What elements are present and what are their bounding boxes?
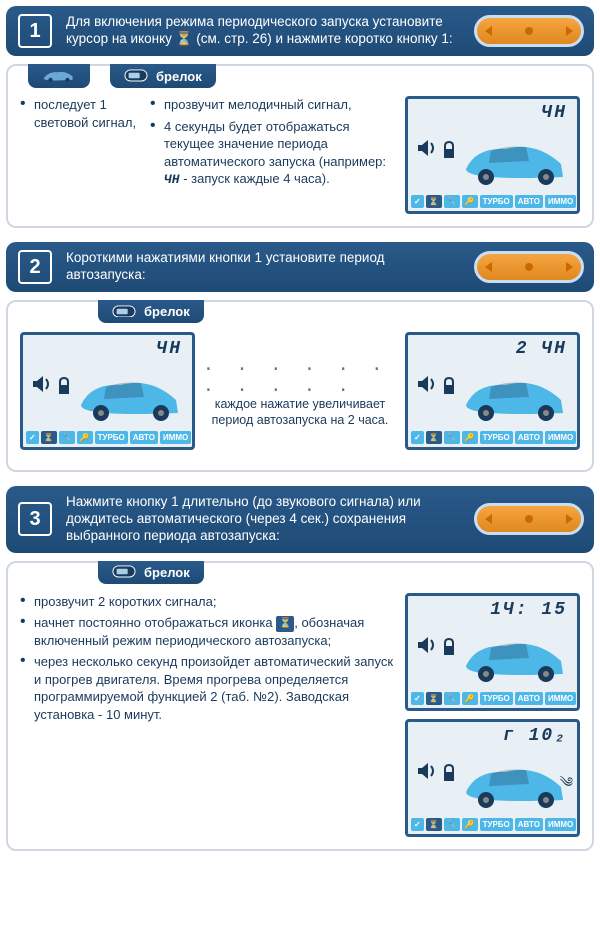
lcd2a-tags: ✓ ⏳ 🔧 🔑 ТУРБО АВТО ИММО bbox=[26, 431, 189, 444]
step2-lcd-row: ЧН ✓ ⏳ 🔧 🔑 ТУРБО АВТО ИММО . . . . . . .… bbox=[20, 332, 580, 450]
remote-button-icon bbox=[474, 503, 584, 535]
lcd-car-icon bbox=[461, 626, 571, 686]
step1-right-b1: прозвучит мелодичный сигнал, bbox=[150, 96, 393, 114]
dot-icon bbox=[525, 263, 533, 271]
fob-tab: брелок bbox=[98, 300, 204, 323]
triangle-left-icon bbox=[485, 26, 492, 36]
step1-number: 1 bbox=[18, 14, 52, 48]
remote-button-icon bbox=[474, 15, 584, 47]
exhaust-smoke-icon: ༄ bbox=[560, 766, 573, 806]
step2-middle-text: каждое нажатие увеличивает период автоза… bbox=[203, 396, 397, 429]
step2-tabs: брелок bbox=[98, 300, 204, 323]
lcd-display-3b: г 10₂ ༄ ✓ ⏳ 🔧 🔑 ТУРБО АВТО ИММО bbox=[405, 719, 580, 837]
lock-icon bbox=[57, 377, 71, 395]
triangle-right-icon bbox=[566, 514, 573, 524]
lock-icon bbox=[442, 377, 456, 395]
lock-icon bbox=[442, 638, 456, 656]
speaker-icon bbox=[31, 373, 53, 395]
hourglass-icon: ⏳ bbox=[276, 616, 294, 632]
fob-tab-label: брелок bbox=[144, 565, 190, 580]
lcd-display-2a: ЧН ✓ ⏳ 🔧 🔑 ТУРБО АВТО ИММО bbox=[20, 332, 195, 450]
step1-left-bullet: последует 1 световой сигнал, bbox=[20, 96, 140, 131]
lcd2b-value: 2 ЧН bbox=[516, 339, 567, 359]
step2-number: 2 bbox=[18, 250, 52, 284]
fob-tab: брелок bbox=[110, 64, 216, 88]
step1-right-b2: 4 секунды будет отображаться текущее зна… bbox=[150, 118, 393, 189]
lcd3b-tags: ✓ ⏳ 🔧 🔑 ТУРБО АВТО ИММО bbox=[411, 818, 574, 831]
fob-tab: брелок bbox=[98, 561, 204, 584]
lcd3a-tags: ✓ ⏳ 🔧 🔑 ТУРБО АВТО ИММО bbox=[411, 692, 574, 705]
arrow-dots: . . . . . . . . . . . каждое нажатие уве… bbox=[203, 354, 397, 429]
step1-header: 1 Для включения режима периодического за… bbox=[6, 6, 594, 56]
fob-tab-label: брелок bbox=[144, 304, 190, 319]
lcd1-value: ЧН bbox=[541, 103, 567, 123]
lcd3a-value: 1Ч: 15 bbox=[490, 600, 567, 620]
keyfob-icon bbox=[112, 565, 136, 579]
lock-icon bbox=[442, 764, 456, 782]
step3-header: 3 Нажмите кнопку 1 длительно (до звуково… bbox=[6, 486, 594, 553]
triangle-right-icon bbox=[566, 262, 573, 272]
step1-content: брелок последует 1 световой сигнал, проз… bbox=[6, 64, 594, 228]
step3-bullets: прозвучит 2 коротких сигнала; начнет пос… bbox=[20, 593, 395, 837]
lcd-car-icon bbox=[461, 365, 571, 425]
step3-tabs: брелок bbox=[98, 561, 204, 584]
lock-icon bbox=[442, 141, 456, 159]
triangle-left-icon bbox=[485, 514, 492, 524]
car-icon bbox=[42, 68, 76, 84]
step3-number: 3 bbox=[18, 502, 52, 536]
step3-b3: через несколько секунд произойдет автома… bbox=[20, 653, 395, 723]
fob-tab-label: брелок bbox=[156, 69, 202, 84]
keyfob-icon bbox=[112, 305, 136, 319]
step3-b1: прозвучит 2 коротких сигнала; bbox=[20, 593, 395, 611]
keyfob-icon bbox=[124, 69, 148, 83]
speaker-icon bbox=[416, 373, 438, 395]
speaker-icon bbox=[416, 760, 438, 782]
step3-content: брелок прозвучит 2 коротких сигнала; нач… bbox=[6, 561, 594, 851]
lcd2b-tags: ✓ ⏳ 🔧 🔑 ТУРБО АВТО ИММО bbox=[411, 431, 574, 444]
step3-b2: начнет постоянно отображаться иконка ⏳, … bbox=[20, 614, 395, 649]
step1-fob-col: прозвучит мелодичный сигнал, 4 секунды б… bbox=[150, 96, 580, 214]
step1-tabs: брелок bbox=[28, 64, 216, 88]
lcd-car-icon bbox=[76, 365, 186, 425]
speaker-icon bbox=[416, 634, 438, 656]
lcd-display-1: ЧН ✓ ⏳ 🔧 🔑 ТУРБО АВТО ИММО bbox=[405, 96, 580, 214]
dot-icon bbox=[525, 27, 533, 35]
lcd-car-icon bbox=[461, 752, 571, 812]
car-tab bbox=[28, 64, 90, 88]
lcd-car-icon bbox=[461, 129, 571, 189]
lcd-display-2b: 2 ЧН ✓ ⏳ 🔧 🔑 ТУРБО АВТО ИММО bbox=[405, 332, 580, 450]
lcd2a-value: ЧН bbox=[156, 339, 182, 359]
step2-content: брелок ЧН ✓ ⏳ 🔧 🔑 ТУРБО АВТО ИММО . . . … bbox=[6, 300, 594, 472]
lcd3b-value: г 10₂ bbox=[503, 726, 567, 746]
lcd-display-3a: 1Ч: 15 ✓ ⏳ 🔧 🔑 ТУРБО АВТО ИММО bbox=[405, 593, 580, 711]
triangle-left-icon bbox=[485, 262, 492, 272]
step1-car-col: последует 1 световой сигнал, bbox=[20, 96, 140, 214]
speaker-icon bbox=[416, 137, 438, 159]
dot-icon bbox=[525, 515, 533, 523]
remote-button-icon bbox=[474, 251, 584, 283]
lcd1-tags: ✓ ⏳ 🔧 🔑 ТУРБО АВТО ИММО bbox=[411, 195, 574, 208]
triangle-right-icon bbox=[566, 26, 573, 36]
step2-header: 2 Короткими нажатиями кнопки 1 установит… bbox=[6, 242, 594, 292]
